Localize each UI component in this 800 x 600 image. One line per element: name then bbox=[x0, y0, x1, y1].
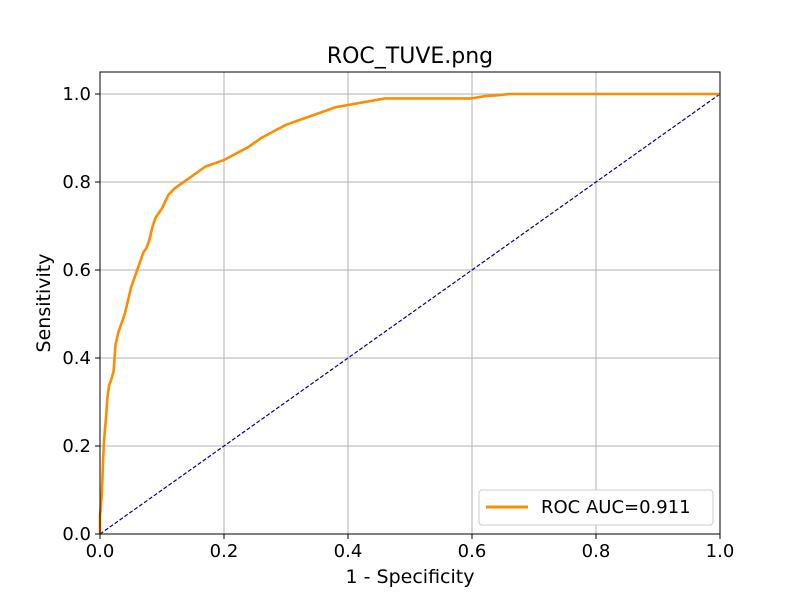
roc-curve-line bbox=[98, 92, 720, 534]
x-tick-label-2: 0.4 bbox=[334, 541, 363, 562]
legend-label: ROC AUC=0.911 bbox=[541, 497, 691, 518]
y-tick-label-5: 1.0 bbox=[62, 84, 91, 105]
x-tick-label-3: 0.6 bbox=[458, 541, 487, 562]
plot-frame bbox=[99, 71, 721, 535]
series-layer bbox=[98, 92, 721, 535]
x-tick-label-1: 0.2 bbox=[210, 541, 239, 562]
x-tick-label-4: 0.8 bbox=[582, 541, 611, 562]
grid-lines bbox=[99, 72, 721, 535]
y-axis-label: Sensitivity bbox=[33, 254, 55, 353]
chance-diagonal-line bbox=[99, 93, 721, 535]
y-tick-label-1: 0.2 bbox=[62, 436, 91, 457]
legend: ROC AUC=0.911 bbox=[478, 489, 714, 526]
x-axis-label: 1 - Specificity bbox=[346, 566, 475, 588]
y-tick-label-3: 0.6 bbox=[62, 260, 91, 281]
x-tick-label-0: 0.0 bbox=[86, 541, 115, 562]
x-tick-label-5: 1.0 bbox=[706, 541, 735, 562]
y-tick-label-2: 0.4 bbox=[62, 348, 91, 369]
chart-title: ROC_TUVE.png bbox=[327, 44, 493, 69]
axis-ticks: 0.0 0.2 0.4 0.6 0.8 1.0 0.0 0.2 0.4 0.6 0.8 1.0 bbox=[62, 84, 734, 562]
y-tick-label-0: 0.0 bbox=[62, 524, 91, 545]
legend-box bbox=[478, 489, 714, 526]
y-tick-label-4: 0.8 bbox=[62, 172, 91, 193]
